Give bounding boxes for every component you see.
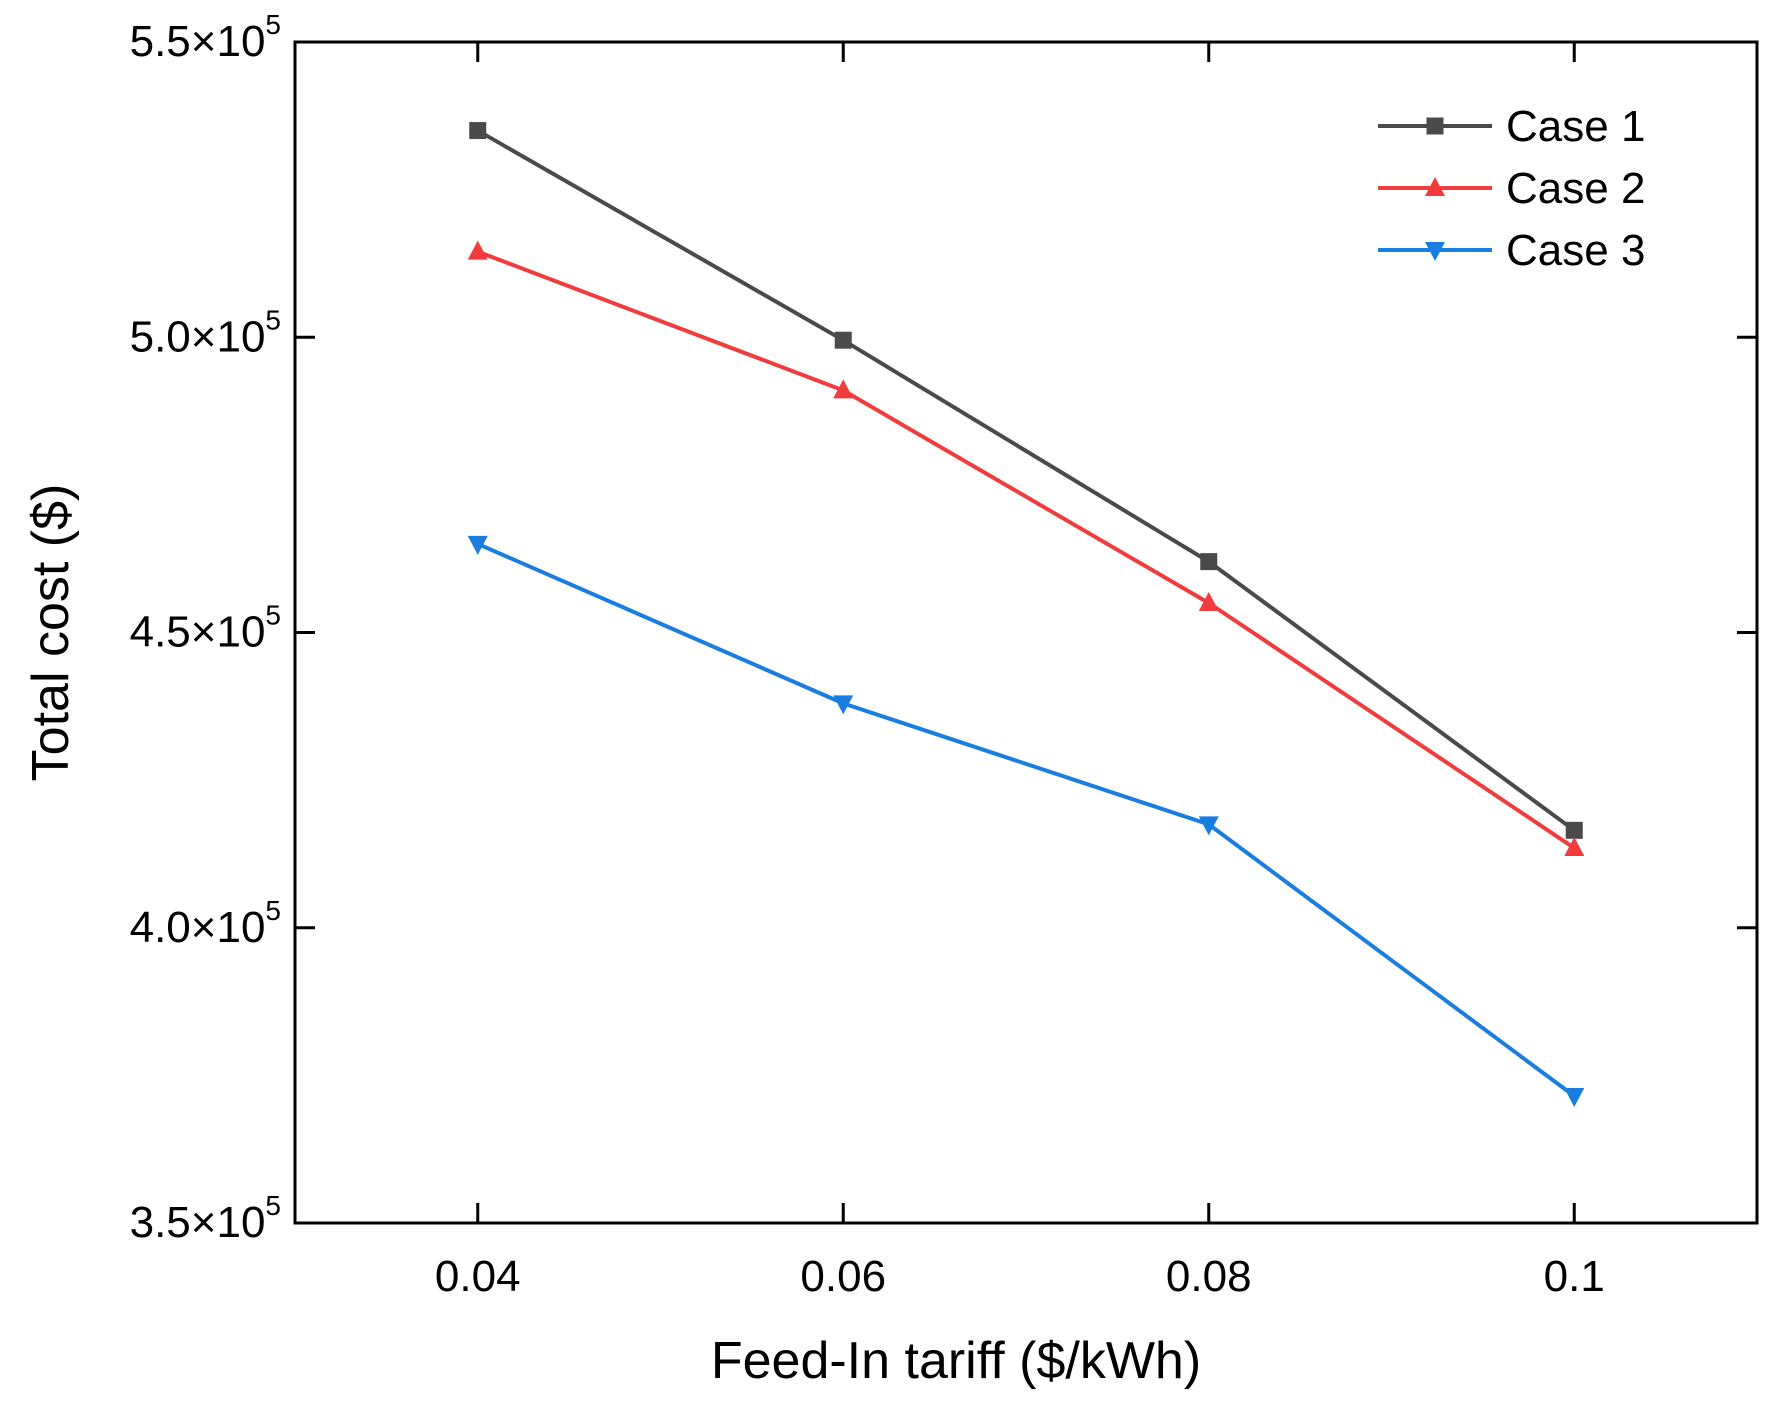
y-tick-exponent: 5	[265, 1190, 281, 1221]
y-tick-mantissa: 4.5×10	[130, 608, 266, 657]
x-tick-label: 0.06	[800, 1252, 886, 1301]
x-axis: 0.04 0.06 0.08 0.1	[435, 42, 1605, 1301]
legend-marker	[1425, 242, 1445, 261]
y-tick-label: 5.0×105	[130, 304, 281, 361]
y-tick-label: 4.0×105	[130, 895, 281, 952]
series-layer	[467, 122, 1585, 1108]
y-tick-mantissa: 5.0×10	[130, 312, 266, 361]
data-point	[467, 240, 488, 260]
plot-frame	[293, 40, 1759, 1225]
y-tick-exponent: 5	[265, 895, 281, 926]
y-tick-label: 5.5×105	[130, 9, 281, 66]
data-point	[1200, 553, 1218, 571]
x-tick-label: 0.08	[1166, 1252, 1252, 1301]
legend: Case 1 Case 2 Case 3	[1378, 102, 1645, 275]
y-tick-mantissa: 4.0×10	[130, 903, 266, 952]
data-point	[833, 379, 854, 399]
data-point	[467, 535, 488, 555]
data-point	[1564, 837, 1585, 857]
y-tick-mantissa: 5.5×10	[130, 17, 266, 66]
data-point	[469, 122, 487, 140]
data-point	[1564, 1088, 1585, 1108]
legend-item-case-2: Case 2	[1378, 164, 1645, 213]
y-tick-label: 4.5×105	[130, 600, 281, 657]
legend-item-case-1: Case 1	[1378, 102, 1645, 151]
series-line	[476, 542, 1576, 1098]
x-axis-title: Feed-In tariff ($/kWh)	[711, 1332, 1201, 1390]
legend-item-case-3: Case 3	[1378, 226, 1645, 275]
legend-label: Case 2	[1506, 164, 1645, 213]
series-line	[476, 128, 1576, 832]
data-point	[833, 695, 854, 715]
series-case-3	[467, 535, 1585, 1108]
y-tick-label: 3.5×105	[130, 1190, 281, 1247]
data-point	[834, 331, 852, 349]
y-tick-exponent: 5	[265, 9, 281, 40]
data-point	[1198, 591, 1219, 611]
x-tick-label: 0.04	[435, 1252, 521, 1301]
series-case-2	[467, 240, 1585, 857]
y-tick-exponent: 5	[265, 304, 281, 335]
y-axis-title: Total cost ($)	[22, 484, 80, 782]
series-line	[477, 249, 1576, 850]
legend-label: Case 3	[1506, 226, 1645, 275]
data-point	[1565, 821, 1583, 839]
legend-marker	[1426, 117, 1444, 135]
x-tick-label: 0.1	[1544, 1252, 1605, 1301]
series-case-1	[469, 122, 1583, 839]
legend-marker	[1425, 177, 1445, 196]
y-tick-mantissa: 3.5×10	[130, 1198, 266, 1247]
data-point	[1198, 816, 1219, 836]
legend-label: Case 1	[1506, 102, 1645, 151]
y-tick-exponent: 5	[265, 600, 281, 631]
